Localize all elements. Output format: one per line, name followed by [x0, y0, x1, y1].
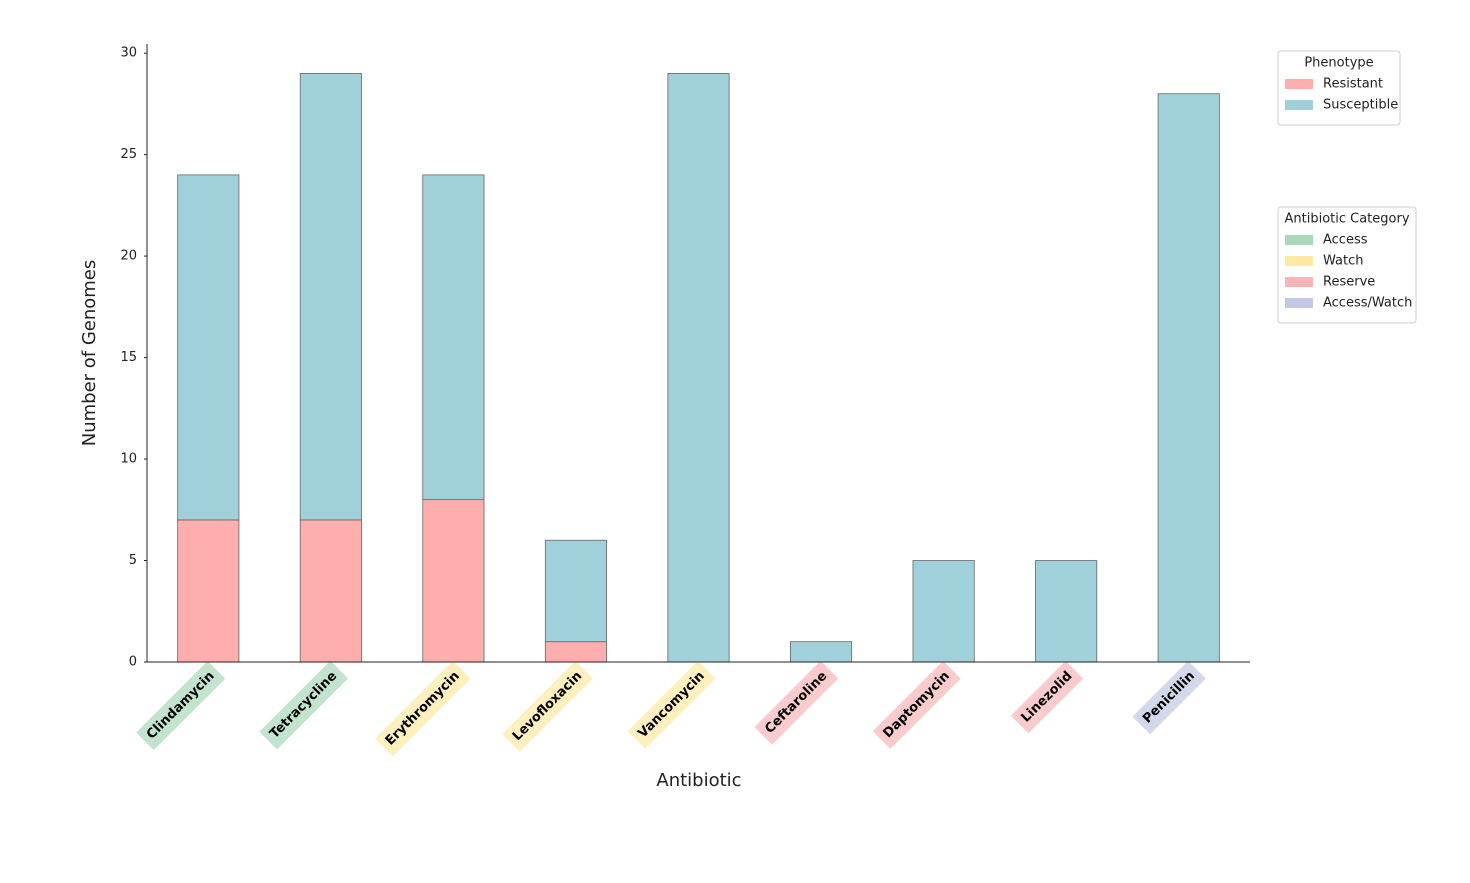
legend-label: Access/Watch	[1323, 296, 1412, 311]
legend-swatch	[1285, 298, 1313, 308]
legend-label: Access	[1323, 233, 1368, 248]
legend-swatch	[1285, 79, 1313, 89]
x-tick-background	[1132, 660, 1206, 735]
y-tick-label: 25	[120, 147, 137, 162]
x-tick-group: Tetracycline	[259, 660, 349, 750]
x-tick-group: Erythromycin	[374, 660, 471, 757]
y-tick-label: 10	[120, 452, 137, 467]
bar-segment	[177, 519, 240, 663]
bar-segment	[422, 499, 485, 663]
bar-segment	[667, 73, 730, 663]
bar-segment	[544, 539, 607, 643]
bar-segment	[544, 641, 607, 663]
x-tick-background	[502, 660, 594, 752]
legend-swatch	[1285, 256, 1313, 266]
bar-segment	[1035, 560, 1098, 663]
legend-swatch	[1285, 277, 1313, 287]
x-tick-label: Linezolid	[1019, 669, 1076, 726]
legend-label: Watch	[1323, 254, 1363, 269]
x-tick-group: Linezolid	[1010, 660, 1084, 734]
x-tick-background	[259, 660, 349, 750]
y-axis-label: Number of Genomes	[79, 260, 100, 447]
x-tick-background	[627, 660, 716, 749]
y-tick-label: 5	[129, 553, 137, 568]
bar-segment	[912, 560, 975, 663]
x-tick-group: Clindamycin	[136, 660, 226, 751]
x-tick-label: Clindamycin	[144, 669, 218, 743]
x-tick-group: Vancomycin	[627, 660, 716, 749]
x-tick-background	[136, 660, 226, 751]
bar-segment	[790, 641, 853, 663]
x-tick-background	[1010, 660, 1084, 734]
legend-title: Phenotype	[1304, 56, 1373, 71]
legend-swatch	[1285, 235, 1313, 245]
bar-segment	[299, 519, 362, 663]
x-tick-label: Ceftaroline	[762, 669, 830, 737]
x-axis-label: Antibiotic	[656, 770, 741, 791]
x-tick-label: Vancomycin	[635, 669, 707, 741]
y-tick-label: 20	[120, 249, 137, 264]
x-tick-group: Daptomycin	[872, 660, 961, 749]
y-tick-label: 0	[129, 655, 137, 670]
x-tick-label: Erythromycin	[383, 669, 463, 749]
x-tick-background	[872, 660, 961, 749]
x-tick-group: Levofloxacin	[502, 660, 594, 752]
bar-segment	[299, 73, 362, 521]
y-tick-label: 30	[120, 46, 137, 61]
x-tick-label: Penicillin	[1140, 669, 1198, 727]
y-tick-label: 15	[120, 350, 137, 365]
x-tick-background	[374, 660, 471, 757]
x-tick-group: Ceftaroline	[754, 660, 839, 745]
legend-swatch	[1285, 100, 1313, 110]
bar-segment	[177, 174, 240, 521]
x-tick-background	[754, 660, 839, 745]
bar-segment	[422, 174, 485, 501]
bar-segment	[1157, 93, 1220, 663]
x-tick-label: Daptomycin	[880, 669, 952, 741]
legend-label: Susceptible	[1323, 98, 1398, 113]
legend-label: Reserve	[1323, 275, 1375, 290]
x-tick-label: Tetracycline	[267, 669, 340, 742]
legend-title: Antibiotic Category	[1284, 212, 1409, 227]
x-tick-group: Penicillin	[1132, 660, 1206, 735]
x-tick-label: Levofloxacin	[510, 669, 585, 744]
legend-label: Resistant	[1323, 77, 1383, 92]
